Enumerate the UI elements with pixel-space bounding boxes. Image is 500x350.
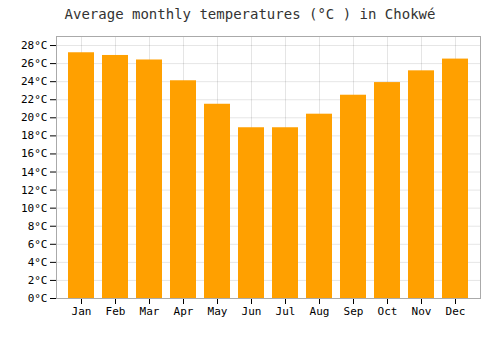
svg-text:Mar: Mar (140, 305, 160, 318)
svg-text:24°C: 24°C (21, 75, 48, 88)
svg-text:16°C: 16°C (21, 147, 48, 160)
svg-text:12°C: 12°C (21, 184, 48, 197)
svg-text:Dec: Dec (446, 305, 466, 318)
svg-text:10°C: 10°C (21, 202, 48, 215)
svg-text:2°C: 2°C (28, 274, 48, 287)
svg-text:22°C: 22°C (21, 93, 48, 106)
svg-text:0°C: 0°C (28, 292, 48, 305)
svg-text:May: May (208, 305, 228, 318)
svg-text:18°C: 18°C (21, 129, 48, 142)
svg-text:Sep: Sep (344, 305, 364, 318)
svg-text:Jul: Jul (276, 305, 296, 318)
svg-text:Apr: Apr (174, 305, 194, 318)
html-text:Average monthly temperatures (: Average monthly temperatures (°C ) in Ch… (64, 6, 436, 22)
svg-text:8°C: 8°C (28, 220, 48, 233)
svg-text:28°C: 28°C (21, 39, 48, 52)
svg-text:Jan: Jan (72, 305, 92, 318)
svg-text:Aug: Aug (310, 305, 330, 318)
svg-text:Oct: Oct (378, 305, 398, 318)
svg-text:Jun: Jun (242, 305, 262, 318)
svg-text:Nov: Nov (412, 305, 432, 318)
svg-text:6°C: 6°C (28, 238, 48, 251)
svg-text:20°C: 20°C (21, 111, 48, 124)
svg-text:26°C: 26°C (21, 57, 48, 70)
svg-text:4°C: 4°C (28, 256, 48, 269)
svg-text:14°C: 14°C (21, 166, 48, 179)
svg-text:Feb: Feb (106, 305, 126, 318)
